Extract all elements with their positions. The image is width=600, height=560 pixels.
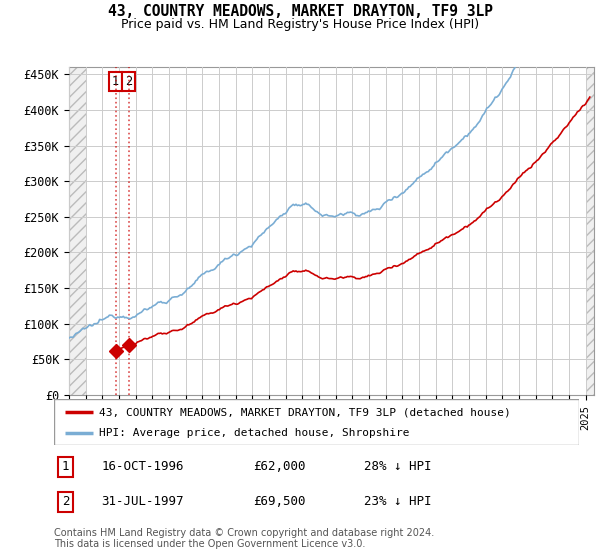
Text: HPI: Average price, detached house, Shropshire: HPI: Average price, detached house, Shro… <box>98 428 409 438</box>
Text: 43, COUNTRY MEADOWS, MARKET DRAYTON, TF9 3LP (detached house): 43, COUNTRY MEADOWS, MARKET DRAYTON, TF9… <box>98 407 511 417</box>
Text: Contains HM Land Registry data © Crown copyright and database right 2024.
This d: Contains HM Land Registry data © Crown c… <box>54 528 434 549</box>
Bar <box>586 67 596 395</box>
Text: Price paid vs. HM Land Registry's House Price Index (HPI): Price paid vs. HM Land Registry's House … <box>121 18 479 31</box>
Text: 43, COUNTRY MEADOWS, MARKET DRAYTON, TF9 3LP: 43, COUNTRY MEADOWS, MARKET DRAYTON, TF9… <box>107 4 493 19</box>
Text: 2: 2 <box>125 76 132 88</box>
Text: 1: 1 <box>112 76 119 88</box>
Text: £62,000: £62,000 <box>254 460 306 473</box>
Text: 31-JUL-1997: 31-JUL-1997 <box>101 495 184 508</box>
Text: £69,500: £69,500 <box>254 495 306 508</box>
Text: 2: 2 <box>62 495 70 508</box>
Text: 16-OCT-1996: 16-OCT-1996 <box>101 460 184 473</box>
Text: 1: 1 <box>62 460 70 473</box>
Text: 28% ↓ HPI: 28% ↓ HPI <box>364 460 431 473</box>
Text: 23% ↓ HPI: 23% ↓ HPI <box>364 495 431 508</box>
FancyBboxPatch shape <box>54 399 579 445</box>
Bar <box>69 67 86 395</box>
